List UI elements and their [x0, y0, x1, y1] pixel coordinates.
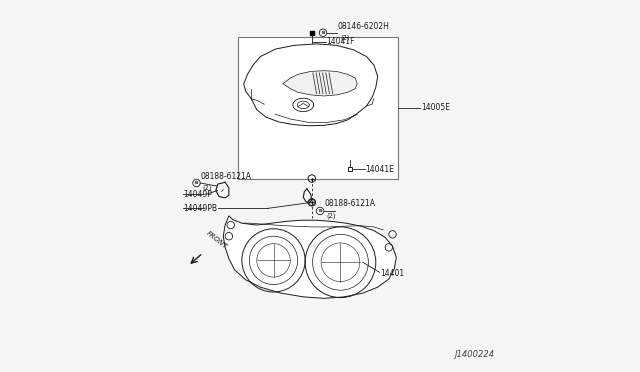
Text: B: B [318, 209, 322, 213]
Text: FRONT: FRONT [205, 231, 228, 250]
Polygon shape [283, 71, 357, 96]
Text: B: B [195, 181, 198, 185]
Text: 14041F: 14041F [326, 37, 355, 46]
Text: J1400224: J1400224 [454, 350, 495, 359]
Bar [238, 37, 398, 179]
Text: 08146-6202H: 08146-6202H [337, 22, 389, 31]
Text: 14049P: 14049P [184, 190, 212, 199]
Text: 14049PB: 14049PB [184, 204, 218, 213]
Polygon shape [223, 216, 396, 298]
Polygon shape [244, 44, 378, 126]
Text: 14005E: 14005E [421, 103, 450, 112]
Text: 14401: 14401 [380, 269, 404, 278]
Text: 14041E: 14041E [365, 165, 394, 174]
Text: 08188-6121A: 08188-6121A [324, 199, 376, 208]
Text: (2): (2) [326, 213, 336, 219]
Text: (2): (2) [202, 185, 212, 191]
Text: (2): (2) [340, 35, 349, 41]
Text: 08188-6121A: 08188-6121A [200, 172, 252, 181]
Text: B: B [321, 31, 324, 35]
